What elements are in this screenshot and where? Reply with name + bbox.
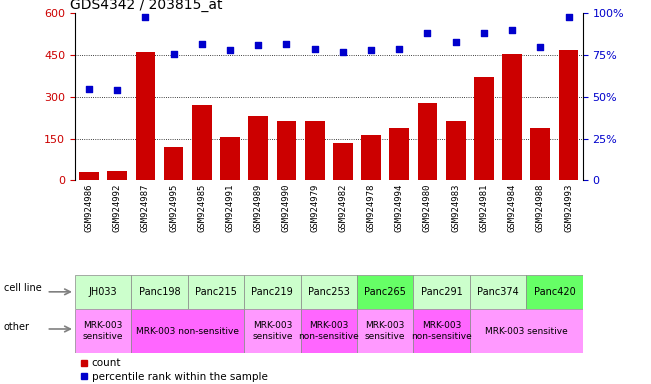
Point <box>450 39 461 45</box>
Bar <box>277 121 296 180</box>
Point <box>225 47 235 53</box>
Text: GSM924980: GSM924980 <box>423 183 432 232</box>
Text: GSM924982: GSM924982 <box>339 183 348 232</box>
Bar <box>107 171 127 180</box>
Bar <box>75 275 132 309</box>
Text: GSM924981: GSM924981 <box>479 183 488 232</box>
Bar <box>248 116 268 180</box>
Text: GSM924995: GSM924995 <box>169 183 178 232</box>
Text: GSM924979: GSM924979 <box>310 183 319 232</box>
Text: MRK-003
sensitive: MRK-003 sensitive <box>83 321 123 341</box>
Bar <box>132 275 187 309</box>
Bar <box>389 127 409 180</box>
Bar <box>79 172 99 180</box>
Bar <box>132 309 244 353</box>
Bar <box>220 137 240 180</box>
Text: GSM924993: GSM924993 <box>564 183 573 232</box>
Text: GSM924991: GSM924991 <box>225 183 234 232</box>
Bar <box>446 121 465 180</box>
Text: GSM924978: GSM924978 <box>367 183 376 232</box>
Text: MRK-003 non-sensitive: MRK-003 non-sensitive <box>136 327 239 336</box>
Point <box>422 30 433 36</box>
Bar <box>305 121 324 180</box>
Bar <box>301 275 357 309</box>
Text: Panc420: Panc420 <box>534 287 575 297</box>
Legend: count, percentile rank within the sample: count, percentile rank within the sample <box>80 359 268 382</box>
Text: GSM924990: GSM924990 <box>282 183 291 232</box>
Point <box>84 86 94 92</box>
Point <box>478 30 489 36</box>
Text: GSM924992: GSM924992 <box>113 183 122 232</box>
Text: GSM924986: GSM924986 <box>85 183 94 232</box>
Bar <box>470 309 583 353</box>
Text: GSM924989: GSM924989 <box>254 183 263 232</box>
Text: GSM924985: GSM924985 <box>197 183 206 232</box>
Text: MRK-003 sensitive: MRK-003 sensitive <box>485 327 568 336</box>
Point <box>169 50 179 56</box>
Point <box>309 45 320 51</box>
Point <box>507 27 518 33</box>
Text: GSM924988: GSM924988 <box>536 183 545 232</box>
Bar <box>244 275 301 309</box>
Bar <box>135 52 155 180</box>
Bar <box>75 309 132 353</box>
Bar <box>526 275 583 309</box>
Bar <box>559 50 578 180</box>
Point <box>563 14 574 20</box>
Point <box>140 14 150 20</box>
Text: GDS4342 / 203815_at: GDS4342 / 203815_at <box>70 0 222 12</box>
Bar <box>357 309 413 353</box>
Point <box>197 40 207 46</box>
Text: MRK-003
sensitive: MRK-003 sensitive <box>252 321 292 341</box>
Point <box>394 45 404 51</box>
Bar <box>474 78 493 180</box>
Bar <box>192 105 212 180</box>
Bar <box>470 275 526 309</box>
Bar <box>413 275 470 309</box>
Point <box>366 47 376 53</box>
Text: MRK-003
non-sensitive: MRK-003 non-sensitive <box>298 321 359 341</box>
Text: Panc265: Panc265 <box>365 287 406 297</box>
Text: Panc374: Panc374 <box>477 287 519 297</box>
Bar <box>164 147 184 180</box>
Text: Panc219: Panc219 <box>251 287 293 297</box>
Point <box>338 49 348 55</box>
Text: GSM924983: GSM924983 <box>451 183 460 232</box>
Text: MRK-003
sensitive: MRK-003 sensitive <box>365 321 406 341</box>
Text: MRK-003
non-sensitive: MRK-003 non-sensitive <box>411 321 472 341</box>
Text: other: other <box>4 322 30 332</box>
Text: GSM924984: GSM924984 <box>508 183 517 232</box>
Text: Panc291: Panc291 <box>421 287 462 297</box>
Point <box>253 42 264 48</box>
Text: GSM924994: GSM924994 <box>395 183 404 232</box>
Bar <box>531 127 550 180</box>
Bar <box>361 134 381 180</box>
Bar <box>357 275 413 309</box>
Bar <box>418 103 437 180</box>
Point <box>112 87 122 93</box>
Text: JH033: JH033 <box>89 287 117 297</box>
Point <box>535 44 546 50</box>
Text: cell line: cell line <box>4 283 42 293</box>
Bar <box>503 54 522 180</box>
Text: GSM924987: GSM924987 <box>141 183 150 232</box>
Bar <box>187 275 244 309</box>
Text: Panc198: Panc198 <box>139 287 180 297</box>
Text: Panc215: Panc215 <box>195 287 237 297</box>
Bar <box>333 143 353 180</box>
Point <box>281 40 292 46</box>
Bar <box>244 309 301 353</box>
Bar <box>413 309 470 353</box>
Text: Panc253: Panc253 <box>308 287 350 297</box>
Bar <box>301 309 357 353</box>
